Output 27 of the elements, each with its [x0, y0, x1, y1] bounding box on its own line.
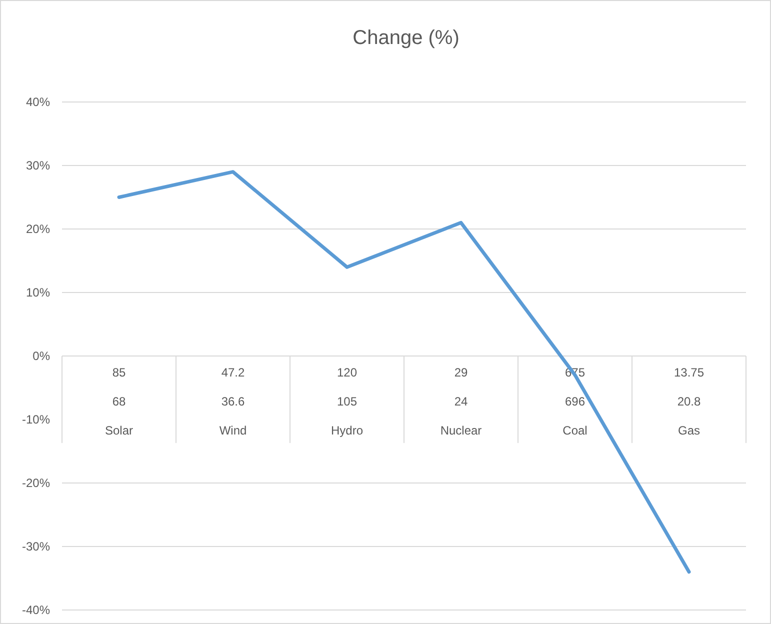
annotation: 47.2 [221, 365, 245, 380]
annotation: 24 [454, 394, 468, 408]
y-tick-label: 0% [32, 349, 50, 364]
annotation: 29 [454, 365, 468, 380]
x-tick-label: Solar [104, 423, 134, 438]
annotation: 68 [112, 394, 126, 408]
y-tick-label: 40% [26, 95, 50, 110]
x-tick-label: Coal [562, 423, 588, 438]
annotation: 20.8 [677, 394, 701, 408]
chart-title: Change (%) [352, 27, 460, 49]
annotation: 85 [112, 365, 126, 380]
annotation: 36.6 [221, 394, 245, 408]
y-tick-label: -10% [22, 412, 50, 427]
annotation: 120 [336, 365, 358, 380]
x-tick-label: Hydro [330, 423, 364, 438]
x-tick-label: Gas [678, 423, 700, 438]
y-tick-label: -30% [22, 540, 50, 554]
annotation: 13.75 [674, 365, 704, 380]
y-tick-label: 10% [26, 286, 50, 300]
y-tick-label: -40% [22, 603, 50, 618]
y-tick-label: 30% [26, 158, 50, 173]
annotation: 696 [564, 394, 586, 408]
y-tick-label: 20% [26, 222, 50, 236]
y-tick-label: -20% [22, 476, 50, 490]
x-tick-label: Wind [219, 423, 247, 438]
x-tick-label: Nuclear [440, 423, 482, 438]
annotation: 105 [336, 394, 358, 408]
